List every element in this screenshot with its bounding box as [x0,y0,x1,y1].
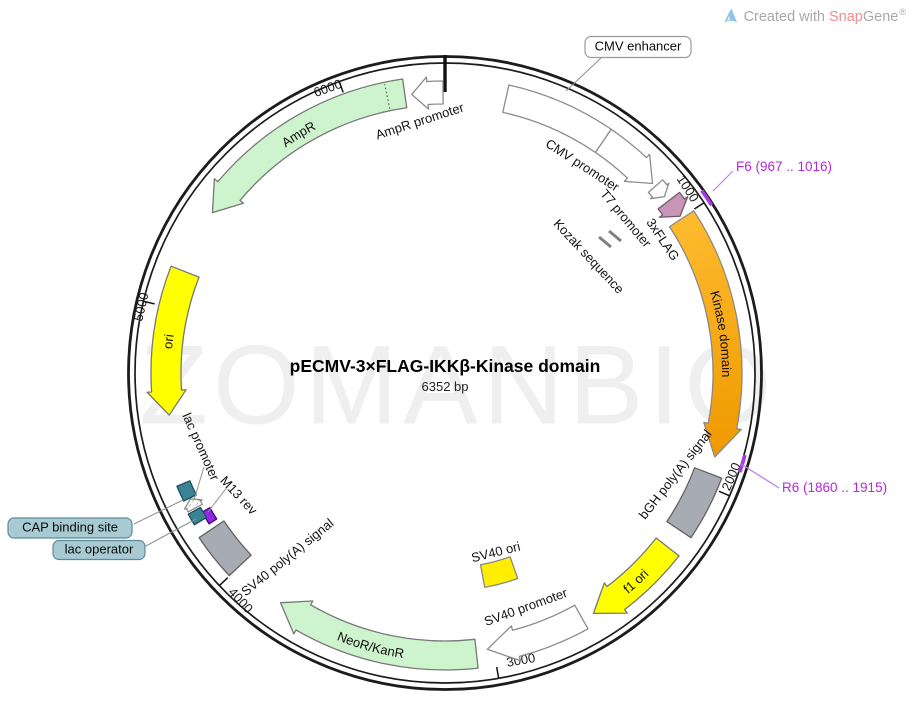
credit-registered: ® [899,7,906,18]
ampr-promoter[interactable] [411,76,444,110]
m13-rev-label: M13 rev [217,473,260,518]
sv40-polya-label: SV40 poly(A) signal [238,515,336,599]
kinase-domain[interactable] [668,210,743,458]
sv40-ori[interactable] [479,556,519,588]
3xflag[interactable] [657,191,689,218]
credit-brand-gene: Gene [862,8,899,25]
cap-binding-site-label-box [7,517,133,539]
t7-promoter[interactable] [647,179,670,200]
sv40-promoter[interactable] [486,604,589,662]
credit-text: Created with SnapGene® [743,7,906,25]
tick-mark-5000 [143,300,155,305]
cap-binding-site-label[interactable]: CAP binding site [7,517,133,539]
ori-label: ori [160,333,177,349]
cap-binding-site-leader [133,499,184,525]
primer-f6-label[interactable]: F6 (967 .. 1016) [736,159,832,174]
cmv-enhancer-label-text: CMV enhancer [595,38,682,53]
kozak-sequence-mark [608,229,622,243]
tick-mark-4000 [218,577,229,587]
tick-mark-6000 [338,81,344,93]
tick-mark-1000 [694,202,705,210]
lac-promoter-arrow[interactable] [183,498,203,513]
plasmid-title: pECMV-3×FLAG-IKKβ-Kinase domain [290,356,601,376]
lac-operator-label[interactable]: lac operator [52,539,146,561]
bgh-polya-signal[interactable] [666,467,723,539]
watermark: ZOMANBIO [139,322,777,448]
snapgene-logo-icon [724,8,737,23]
lac-operator-label-text: lac operator [65,541,134,556]
ori[interactable] [146,265,200,416]
neor-kanr[interactable] [279,600,479,671]
lac-operator-leader [143,518,197,548]
m13-rev-site[interactable] [201,507,218,525]
tick-label-5000: 5000 [130,291,151,323]
lac-promoter-label: lac promoter [179,411,222,484]
ampr[interactable] [211,78,408,214]
primer-r6-tick[interactable] [738,454,747,473]
tick-mark-3000 [495,666,500,679]
cmv-enhancer-label[interactable]: CMV enhancer [584,35,692,59]
lac-promoter-leader [193,466,205,501]
cmv-enhancer-leader [565,57,602,92]
f1-ori[interactable] [592,537,680,614]
m13-rev-leader [207,481,232,513]
snapgene-credit: Created with SnapGene® [723,7,906,25]
primer-f6-tick[interactable] [700,189,714,207]
ori-label-text: ori [160,333,177,349]
kozak-sequence-label: Kozak sequence [551,216,628,297]
sv40-polya-signal[interactable] [198,520,252,577]
lac-operator-label-box [52,539,146,561]
ampr-segment-separator [384,84,391,109]
primer-r6-label[interactable]: R6 (1860 .. 1915) [782,480,887,495]
primer-f6-leader [712,170,734,192]
cap-binding-site[interactable] [176,480,197,502]
plasmid-size: 6352 bp [422,379,469,394]
tick-mark-2000 [718,490,730,497]
kozak-sequence-mark [598,235,612,249]
cmv-enhancer-label-box [584,35,692,59]
cap-binding-site-label-text: CAP binding site [22,519,118,534]
cmv-promoter[interactable] [594,128,654,185]
primer-r6-leader [740,463,780,489]
credit-brand-snap: Snap [829,8,863,25]
